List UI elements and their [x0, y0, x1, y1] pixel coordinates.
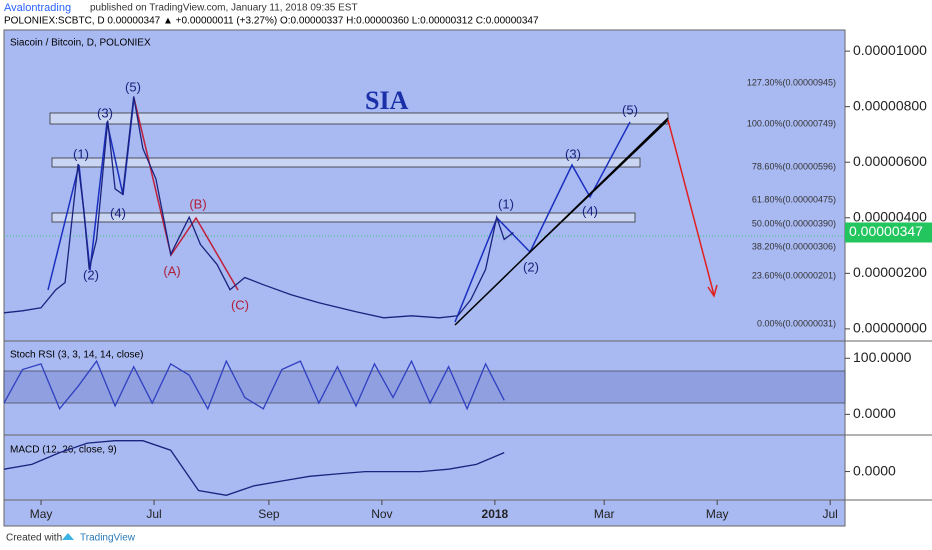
fib-label: 23.60%(0.00000201): [752, 270, 836, 280]
wave-label: (2): [523, 259, 539, 274]
pane-title: Siacoin / Bitcoin, D, POLONIEX: [10, 38, 151, 49]
fib-label: 100.00%(0.00000749): [747, 118, 836, 128]
wave-label: (1): [498, 196, 514, 211]
x-tick-label: May: [706, 507, 729, 521]
x-tick-label: Nov: [371, 507, 392, 521]
y-tick-label: 0.00000200: [853, 264, 927, 280]
fib-label: 0.00%(0.00000031): [757, 318, 836, 328]
zone: [51, 212, 636, 223]
drawings: [47, 97, 718, 326]
wave-label: (4): [110, 205, 126, 220]
plot-bg: [3, 29, 846, 527]
stoch-band: [3, 370, 846, 404]
zone: [49, 112, 669, 125]
series-line: [3, 359, 505, 411]
wave-label: (5): [622, 102, 638, 117]
series-line: [3, 96, 514, 319]
y-tick-label: 0.0000: [853, 405, 896, 421]
arrow-head: [707, 284, 718, 298]
x-tick-label: Jul: [146, 507, 161, 521]
y-tick-label: 100.0000: [853, 349, 912, 365]
wave-label: (5): [125, 79, 141, 94]
wave-line: [133, 97, 239, 291]
projection: [454, 121, 631, 323]
wave-label: (3): [97, 105, 113, 120]
y-tick-label: 0.00000000: [853, 320, 927, 336]
x-tick-label: Jul: [823, 507, 838, 521]
fib-label: 50.00%(0.00000390): [752, 218, 836, 228]
y-tick-label: 0.00000400: [853, 208, 927, 224]
x-tick-label: Mar: [594, 507, 615, 521]
zone: [51, 157, 641, 168]
sia-label: SIA: [365, 86, 409, 115]
pane-title: Stoch RSI (3, 3, 14, 14, close): [10, 350, 143, 361]
quote: POLONIEX:SCBTC, D 0.00000347 ▲ +0.000000…: [4, 16, 539, 27]
trendline: [529, 119, 669, 253]
x-tick-label: May: [30, 507, 53, 521]
fib-label: 38.20%(0.00000306): [752, 241, 836, 251]
x-tick-label: Sep: [258, 507, 280, 521]
arrow: [667, 119, 715, 296]
pane-title: MACD (12, 26, close, 9): [10, 445, 117, 456]
x-tick-label: 2018: [482, 507, 509, 521]
footer-brand[interactable]: TradingView: [80, 533, 136, 544]
zones: [49, 112, 669, 223]
series-line: [3, 440, 505, 496]
logo: [62, 533, 74, 540]
wave-label: (3): [565, 146, 581, 161]
fib-label: 78.60%(0.00000596): [752, 161, 836, 171]
author[interactable]: Avalontrading: [4, 2, 71, 14]
wave-label: (A): [163, 263, 180, 278]
wave-label: (B): [189, 196, 206, 211]
y-tick-label: 0.00000600: [853, 153, 927, 169]
last-price-label: 0.00000347: [849, 223, 923, 239]
fib-label: 127.30%(0.00000945): [747, 77, 836, 87]
fib-label: 61.80%(0.00000475): [752, 194, 836, 204]
y-tick-label: 0.0000: [853, 462, 896, 478]
wave-label: (C): [231, 297, 249, 312]
y-tick-label: 0.00001000: [853, 42, 927, 58]
wave-label: (2): [83, 267, 99, 282]
wave-label: (1): [73, 146, 89, 161]
published: published on TradingView.com, January 11…: [90, 3, 358, 14]
footer-created: Created with: [6, 533, 62, 544]
y-tick-label: 0.00000800: [853, 97, 927, 113]
wave-label: (4): [582, 203, 598, 218]
last-price-box: [845, 222, 932, 243]
